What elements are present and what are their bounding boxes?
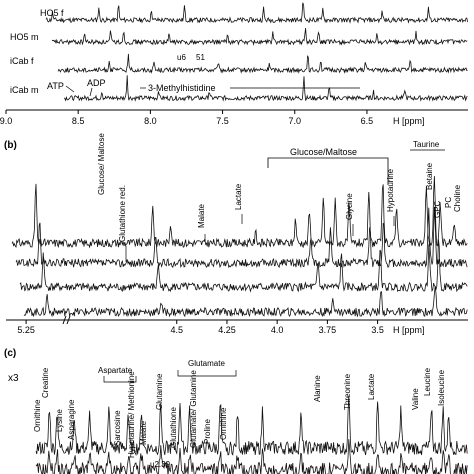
x-tick-label: 8.5 [72, 116, 85, 126]
annotation-label: Ornithine [219, 407, 228, 440]
annotation-bracket [267, 157, 389, 185]
spectrum-trace [63, 75, 468, 102]
annotation-label: Creatine [41, 367, 50, 398]
axis-break [66, 315, 71, 325]
annotation-label: Malate [197, 203, 206, 228]
annotation-label: 51 [196, 53, 205, 62]
x-tick-label: 3.75 [319, 325, 337, 335]
annotation-label: Glutamate/ Glutamine [189, 370, 198, 448]
annotation-label: Sarcosine [113, 410, 122, 446]
x-tick-label: 4.5 [170, 325, 183, 335]
annotation-label: Glutamine [155, 373, 164, 410]
annotation-label: u2.39 [150, 460, 171, 469]
x-tick-label: 3.5 [371, 325, 384, 335]
series-label: iCab m [10, 85, 39, 95]
annotation-label: Leucine [423, 367, 432, 396]
annotation-label: u6 [177, 53, 186, 62]
annotation-label: Lactate [367, 373, 376, 400]
x-tick-label: 6.5 [361, 116, 374, 126]
annotation-label: Aspartate [98, 366, 133, 375]
annotation-label: Glucose/ Maltose [97, 133, 106, 195]
annotation-label: Lactate [234, 183, 243, 210]
spectrum-trace [23, 285, 468, 318]
spectrum-trace [19, 239, 468, 293]
x-tick-label: 5.25 [17, 325, 35, 335]
annotation-label: ADP [87, 78, 106, 88]
annotation-label: Glutathione [169, 407, 178, 448]
spectrum-trace [15, 206, 468, 269]
x-tick-label: 7.5 [216, 116, 229, 126]
annotation-label: ATP [47, 81, 64, 91]
annotation-bracket [103, 376, 137, 383]
panel-label: (b) [4, 140, 17, 151]
annotation-bracket [177, 370, 237, 377]
spectrum-trace [35, 439, 468, 474]
x-tick-label: 4.0 [271, 325, 284, 335]
annotation-label: Choline [453, 184, 462, 212]
series-label: HO5 f [40, 8, 64, 18]
annotation-label: Isoleucine [437, 369, 446, 406]
axis-break [62, 315, 67, 325]
panel-b: (b) 5.25 4.5 4.25 4.0 3.75 3.5 H [ppm] Glucose/ … [4, 133, 468, 335]
annotation-label: PC [444, 197, 453, 208]
series-label: iCab f [10, 56, 34, 66]
x-tick-label: 4.25 [218, 325, 236, 335]
annotation-label: Lysine [55, 409, 64, 432]
annotation-label: Glutathione red. [118, 185, 127, 242]
annotation-label: Hypotaurine [386, 168, 395, 212]
annotation-label: Taurine [413, 140, 440, 149]
series-label: HO5 m [10, 32, 39, 42]
annotation-label: Ornithine [33, 399, 42, 432]
x-tick-label: 7.0 [288, 116, 301, 126]
spectrum-trace [51, 28, 468, 46]
spectrum-trace [11, 176, 468, 249]
annotation-label: Glycine [345, 193, 354, 220]
annotation-label: Asparagine [67, 399, 76, 440]
scale-label: x3 [8, 373, 19, 384]
annotation-label: Glutamate [188, 359, 225, 368]
annotation-label: Threonine [343, 373, 352, 410]
spectrum-trace [35, 395, 468, 457]
annotation-arrow [89, 87, 93, 97]
x-tick-label: 9.0 [0, 116, 12, 126]
annotation-label: Glucose/Maltose [290, 147, 357, 157]
x-tick-label: 8.0 [144, 116, 157, 126]
annotation-label: Malate [139, 420, 148, 445]
annotation-arrow [65, 85, 75, 93]
annotation-label: Hypotaurine/ Methionine [127, 371, 136, 458]
spectrum-trace [57, 53, 468, 74]
annotation-label: Valine [411, 388, 420, 410]
x-axis-label: H [ppm] [393, 325, 425, 335]
annotation-label: Betaine [425, 162, 434, 190]
panel-a: HO5 f HO5 m iCab f iCab m 9.0 8.5 8.0 7.5 7.0 6.5… [0, 2, 468, 126]
annotation-label: Proline [203, 419, 212, 444]
annotation-label: Alanine [313, 375, 322, 402]
x-axis-label: H [ppm] [393, 116, 425, 126]
annotation-label: GPC [433, 200, 442, 218]
panel-label: (c) [4, 348, 16, 359]
annotation-label: 3-Methylhistidine [148, 83, 216, 93]
spectrum-trace [45, 2, 468, 24]
